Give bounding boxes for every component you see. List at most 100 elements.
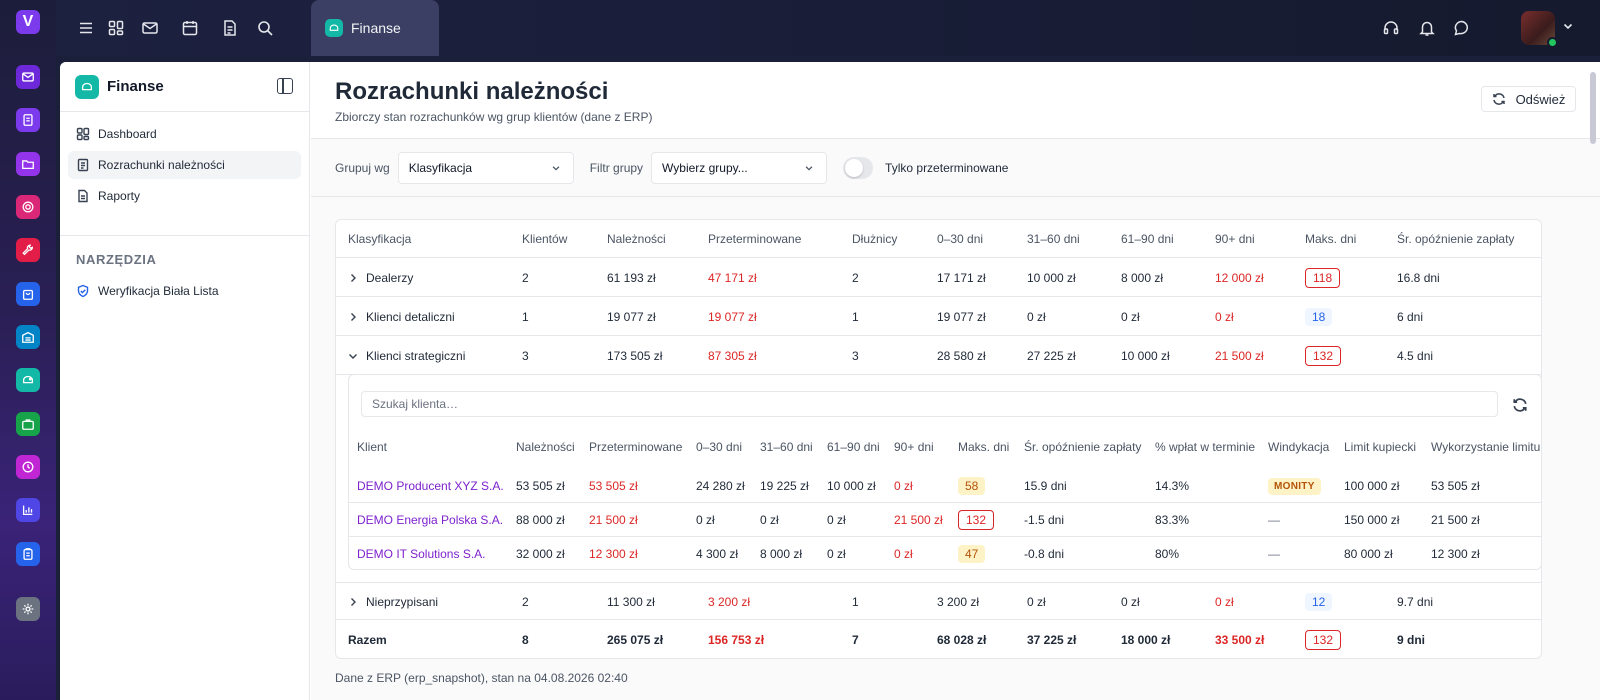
aging-0-30-cell: 19 077 zł (937, 310, 986, 324)
column-header[interactable]: 0–30 dni (937, 232, 984, 246)
column-header[interactable]: Dłużnicy (852, 232, 898, 246)
target-app-icon[interactable] (16, 195, 40, 219)
refresh-icon[interactable] (1512, 397, 1528, 413)
app-logo[interactable]: V (16, 10, 40, 34)
sidebar-item-receivables[interactable]: Rozrachunki należności (68, 151, 301, 179)
group-name: Klienci strategiczni (366, 349, 466, 363)
group-filter-select[interactable]: Wybierz grupy... (651, 151, 828, 184)
client-search-input[interactable]: Szukaj klienta… (361, 391, 1498, 417)
document-icon[interactable] (220, 18, 240, 38)
sidebar-item-reports[interactable]: Raporty (68, 182, 301, 210)
search-icon[interactable] (255, 18, 275, 38)
column-header[interactable]: 0–30 dni (696, 440, 743, 454)
column-header[interactable]: Należności (607, 232, 666, 246)
menu-icon[interactable] (76, 18, 96, 38)
aging-31-60-cell: 0 zł (1027, 310, 1046, 324)
avg-delay-cell: -0.8 dni (1024, 547, 1065, 561)
column-header[interactable]: Śr. opóźnienie zapłaty (1397, 232, 1515, 246)
chart-app-icon[interactable] (16, 498, 40, 522)
group-name-cell[interactable]: Nieprzypisani (348, 583, 438, 621)
scrollbar[interactable] (1590, 72, 1596, 144)
sidebar-item-label: Rozrachunki należności (98, 158, 225, 172)
mail-icon[interactable] (140, 18, 160, 38)
group-by-select[interactable]: Klasyfikacja (397, 151, 574, 184)
column-header[interactable]: 90+ dni (894, 440, 934, 454)
table-row[interactable]: Klienci detaliczni 1 19 077 zł 19 077 zł… (336, 298, 1541, 336)
client-link[interactable]: DEMO Energia Polska S.A. (357, 513, 504, 527)
chat-icon[interactable] (1452, 18, 1472, 38)
column-header[interactable]: Klientów (522, 232, 568, 246)
clients-cell: 2 (522, 271, 529, 285)
column-header[interactable]: 90+ dni (1215, 232, 1255, 246)
warehouse-app-icon[interactable] (16, 325, 40, 349)
bag-app-icon[interactable] (16, 282, 40, 306)
user-avatar[interactable] (1521, 11, 1558, 48)
column-header[interactable]: Należności (516, 440, 575, 454)
tab-finanse[interactable]: Finanse (311, 0, 439, 56)
filters-bar: Grupuj wg Klasyfikacja Filtr grupy Wybie… (311, 139, 1600, 197)
column-header[interactable]: Windykacja (1268, 440, 1330, 454)
column-header[interactable]: Klient (357, 440, 388, 454)
column-header[interactable]: Przeterminowane (589, 440, 683, 454)
folder-app-icon[interactable] (16, 152, 40, 176)
aging-0-30-cell: 4 300 zł (696, 547, 739, 561)
bell-icon[interactable] (1417, 18, 1437, 38)
column-header[interactable]: 61–90 dni (827, 440, 880, 454)
max-days-cell: 132 (1305, 337, 1342, 375)
clock-app-icon[interactable] (16, 455, 40, 479)
credit-limit-cell: 100 000 zł (1344, 479, 1400, 493)
column-header[interactable]: 31–60 dni (1027, 232, 1080, 246)
column-header[interactable]: 31–60 dni (760, 440, 813, 454)
group-name-cell[interactable]: Dealerzy (348, 259, 413, 297)
client-row[interactable]: DEMO Producent XYZ S.A. 53 505 zł 53 505… (349, 469, 1541, 503)
overdue-only-toggle[interactable] (843, 156, 874, 179)
sidebar-item-whitelist-verification[interactable]: Weryfikacja Biała Lista (68, 277, 301, 305)
column-header[interactable]: Klasyfikacja (348, 232, 412, 246)
client-link[interactable]: DEMO Producent XYZ S.A. (357, 479, 504, 493)
group-name-cell[interactable]: Klienci detaliczni (348, 298, 455, 336)
column-header[interactable]: Maks. dni (1305, 232, 1357, 246)
column-header[interactable]: Przeterminowane (708, 232, 802, 246)
total-label: Razem (348, 633, 387, 647)
chevron-down-icon[interactable] (348, 351, 358, 361)
avg-delay-cell: 4.5 dni (1397, 349, 1434, 363)
column-header[interactable]: Limit kupiecki (1344, 440, 1417, 454)
table-row[interactable]: Nieprzypisani 2 11 300 zł 3 200 zł 1 3 2… (336, 582, 1541, 621)
apps-grid-icon[interactable] (106, 18, 126, 38)
chevron-right-icon[interactable] (348, 312, 358, 322)
table-row[interactable]: Klienci strategiczni 3 173 505 zł 87 305… (336, 337, 1541, 375)
client-link[interactable]: DEMO IT Solutions S.A. (357, 547, 486, 561)
finance-app-icon[interactable] (16, 368, 40, 392)
group-name-cell[interactable]: Klienci strategiczni (348, 337, 465, 375)
column-header[interactable]: Śr. opóźnienie zapłaty (1024, 440, 1142, 454)
briefcase-app-icon[interactable] (16, 412, 40, 436)
settings-gear-icon[interactable] (16, 597, 40, 621)
sidebar-collapse-icon[interactable] (277, 78, 293, 94)
collection-cell: MONITY (1268, 469, 1321, 503)
column-header[interactable]: Maks. dni (958, 440, 1010, 454)
column-header[interactable]: % wpłat w terminie (1155, 440, 1256, 454)
documents-app-icon[interactable] (16, 108, 40, 132)
mail-app-icon[interactable] (16, 65, 40, 89)
client-row[interactable]: DEMO IT Solutions S.A. 32 000 zł 12 300 … (349, 537, 1541, 569)
aging-61-90-cell: 0 zł (827, 547, 846, 561)
headset-icon[interactable] (1381, 18, 1401, 38)
refresh-button[interactable]: Odśwież (1481, 86, 1576, 112)
chevron-right-icon[interactable] (348, 597, 358, 607)
chevron-down-icon[interactable] (1562, 20, 1574, 35)
aging-0-30-cell: 0 zł (696, 513, 715, 527)
chevron-right-icon[interactable] (348, 273, 358, 283)
table-header-row: Klasyfikacja Klientów Należności Przeter… (336, 220, 1541, 258)
column-header[interactable]: Wykorzystanie limitu (1431, 440, 1541, 454)
wrench-app-icon[interactable] (16, 238, 40, 262)
aging-61-90-cell: 0 zł (827, 513, 846, 527)
data-source-note: Dane z ERP (erp_snapshot), stan na 04.08… (335, 671, 628, 685)
overdue-only-label: Tylko przeterminowane (885, 160, 1009, 175)
calendar-icon[interactable] (180, 18, 200, 38)
client-row[interactable]: DEMO Energia Polska S.A. 88 000 zł 21 50… (349, 503, 1541, 537)
limit-usage-cell: 12 300 zł (1431, 547, 1480, 561)
column-header[interactable]: 61–90 dni (1121, 232, 1174, 246)
clipboard-app-icon[interactable] (16, 542, 40, 566)
table-row[interactable]: Dealerzy 2 61 193 zł 47 171 zł 2 17 171 … (336, 259, 1541, 297)
sidebar-item-dashboard[interactable]: Dashboard (68, 120, 301, 148)
